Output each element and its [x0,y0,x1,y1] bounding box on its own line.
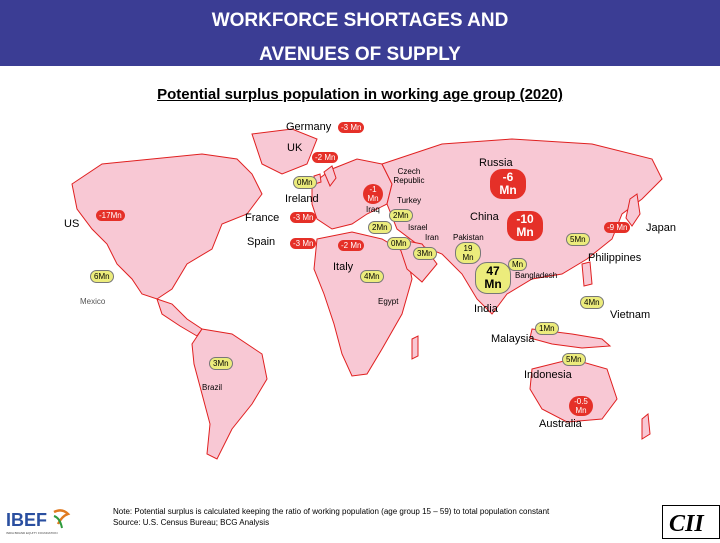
label-mexico: Mexico [80,297,106,306]
bubble-turkey: 2Mn [389,209,413,222]
label-czech: Czech Republic [393,167,425,185]
bubble-egypt: 4Mn [360,270,384,283]
arabia-landmass [396,238,438,283]
label-vietnam: Vietnam [610,309,651,321]
bubble-brazil: 3Mn [209,357,233,370]
ibef-logo: IBEF INDIA BRAND EQUITY FOUNDATION [4,506,72,536]
label-italy: Italy [333,261,354,273]
label-germany: Germany [286,121,332,133]
label-australia: Australia [539,418,582,430]
label-france: France [245,212,280,224]
bubble-france: -3 Mn [290,212,317,223]
new-zealand-landmass [641,413,651,440]
bubble-spain: -3 Mn [290,238,317,249]
bubble-indonesia: 5Mn [562,353,586,366]
label-india: India [474,303,498,315]
cii-logo-graphic: CII [669,511,705,537]
philippines-landmass [581,261,593,287]
footnote-note: Note: Potential surplus is calculated ke… [113,507,550,516]
bubble-bangladesh: Mn [508,258,528,271]
label-uk: UK [287,142,303,154]
bubble-iraq: 2Mn [368,221,392,234]
label-pakistan: Pakistan [453,233,484,242]
svg-text:CII: CII [669,511,705,537]
bubble-philippines: 5Mn [566,233,590,246]
label-us: US [64,218,80,230]
page-title-line2: AVENUES OF SUPPLY [259,44,461,65]
svg-text:IBEF: IBEF [6,510,47,530]
label-philippines: Philippines [588,252,642,264]
label-china: China [470,211,499,223]
bubble-malaysia: 1Mn [535,322,559,335]
uk-landmass [323,165,337,187]
bubble-israel: 0Mn [387,237,411,250]
label-bangladesh: Bangladesh [515,271,558,280]
bubble-mexico: 6Mn [90,270,114,283]
cii-logo: CII [662,505,720,539]
bubble-india: 47 Mn [475,262,511,294]
africa-landmass [313,231,413,377]
label-egypt: Egypt [378,297,399,306]
ibef-logo-graphic: IBEF INDIA BRAND EQUITY FOUNDATION [6,509,71,535]
central-america-landmass [156,298,203,337]
bubble-czech: -1 Mn [363,184,383,204]
header-banner: WORKFORCE SHORTAGES AND AVENUES OF SUPPL… [0,0,720,66]
label-iran: Iran [425,233,439,242]
bubble-russia: -6 Mn [490,169,526,199]
bubble-italy: -2 Mn [338,240,365,251]
label-japan: Japan [646,222,676,234]
label-russia: Russia [479,157,513,169]
bubble-vietnam: 4Mn [580,296,604,309]
madagascar-landmass [411,335,419,360]
label-malaysia: Malaysia [491,333,535,345]
page-title-line1: WORKFORCE SHORTAGES AND [211,10,509,31]
world-map [71,128,663,460]
bubble-germany: -3 Mn [338,122,365,133]
svg-text:INDIA BRAND EQUITY FOUNDATION: INDIA BRAND EQUITY FOUNDATION [6,531,58,535]
bubble-pakistan: 19 Mn [455,242,481,264]
bubble-ireland: 0Mn [293,176,317,189]
bubble-uk: -2 Mn [312,152,339,163]
south-america-landmass [191,328,268,460]
north-america-landmass [71,153,263,300]
footnote: Note: Potential surplus is calculated ke… [113,506,683,528]
label-brazil: Brazil [202,383,223,392]
footnote-source: Source: U.S. Census Bureau; BCG Analysis [113,518,270,527]
label-turkey: Turkey [397,196,422,205]
bubble-iran: 3Mn [413,247,437,260]
label-spain: Spain [247,236,276,248]
greenland-landmass [251,128,318,175]
label-israel: Israel [408,223,428,232]
bubble-china: -10 Mn [507,211,543,241]
bubble-japan: -9 Mn [604,222,631,233]
bubble-australia: -0.5 Mn [569,396,593,416]
label-iraq: Iraq [366,205,380,214]
bubble-us: -17Mn [96,210,125,221]
label-indonesia: Indonesia [524,369,572,381]
japan-landmass [625,193,641,227]
map-subtitle: Potential surplus population in working … [157,86,563,103]
label-ireland: Ireland [285,193,319,205]
